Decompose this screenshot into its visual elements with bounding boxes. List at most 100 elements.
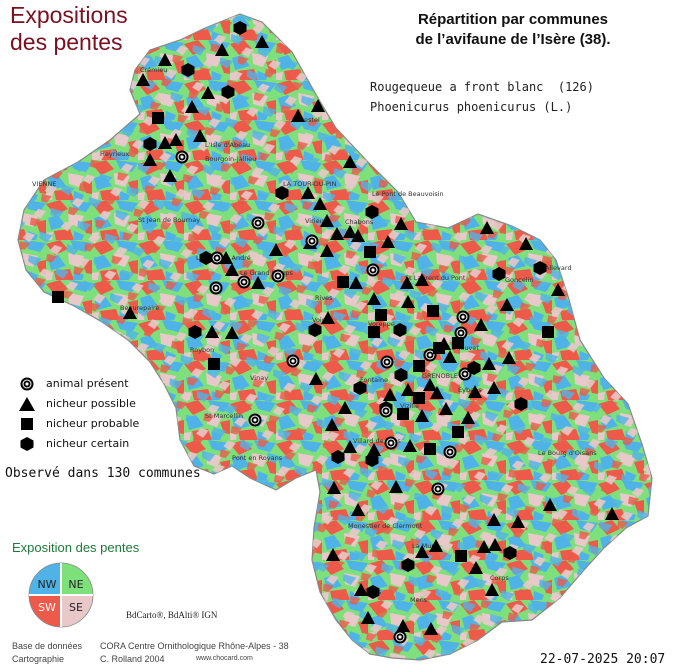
nicheur-probable-marker bbox=[542, 326, 554, 338]
compass-label-se: SE bbox=[69, 601, 83, 614]
place-label: LA TOUR-DU-PIN bbox=[283, 180, 337, 188]
nicheur-possible-marker bbox=[487, 513, 501, 526]
nicheur-possible-marker bbox=[343, 155, 357, 168]
nicheur-probable-marker bbox=[337, 276, 349, 288]
animal-present-marker bbox=[380, 355, 394, 369]
nicheur-possible-marker bbox=[269, 243, 283, 256]
animal-present-marker bbox=[393, 630, 407, 644]
nicheur-possible-marker bbox=[396, 619, 410, 632]
nicheur-possible-marker bbox=[468, 385, 482, 398]
place-label: Monestier de Clermont bbox=[348, 522, 423, 530]
legend-label: nicheur probable bbox=[46, 417, 140, 430]
nicheur-possible-marker bbox=[443, 350, 457, 363]
nicheur-possible-marker bbox=[482, 357, 496, 370]
legend-label: nicheur certain bbox=[46, 437, 130, 450]
place-label: Virieu bbox=[305, 217, 324, 225]
place-label: St Jean de Bournay bbox=[138, 216, 200, 224]
nicheur-probable-marker bbox=[455, 550, 467, 562]
nicheur-probable-marker bbox=[52, 291, 64, 303]
nicheur-possible-marker bbox=[439, 402, 453, 415]
carto-label: Cartographie bbox=[12, 654, 65, 664]
nicheur-possible-marker bbox=[485, 583, 499, 596]
slope-compass-rose: NW NE SW SE bbox=[28, 562, 94, 628]
nicheur-certain-marker bbox=[233, 21, 247, 35]
nicheur-possible-marker bbox=[201, 86, 215, 99]
nicheur-possible-marker bbox=[423, 378, 437, 391]
nicheur-possible-marker bbox=[469, 561, 483, 574]
generation-date: 22-07-2025 20:07 bbox=[540, 652, 666, 667]
animal-present-marker bbox=[456, 310, 470, 324]
nicheur-possible-marker bbox=[330, 227, 344, 240]
place-label: Voreppe bbox=[368, 320, 395, 328]
nicheur-certain-marker bbox=[467, 361, 481, 375]
nicheur-possible-marker bbox=[215, 43, 229, 56]
place-label: Villard de Lans bbox=[353, 437, 401, 445]
db-label: Base de données bbox=[12, 641, 83, 651]
compass-label-sw: SW bbox=[38, 601, 56, 614]
nicheur-possible-marker bbox=[519, 237, 533, 250]
place-label: Corps bbox=[490, 574, 509, 582]
website-link[interactable]: www.chocard.com bbox=[196, 655, 253, 662]
nicheur-certain-marker bbox=[394, 368, 408, 382]
nicheur-possible-marker bbox=[415, 409, 429, 422]
animal-present-marker bbox=[286, 354, 300, 368]
nicheur-possible-marker bbox=[415, 545, 429, 558]
nicheur-certain-marker bbox=[353, 381, 367, 395]
place-label: Bourgoin-Jallieu bbox=[205, 155, 256, 163]
nicheur-probable-marker bbox=[397, 408, 409, 420]
nicheur-certain-marker bbox=[181, 63, 195, 77]
nicheur-possible-marker bbox=[500, 298, 514, 311]
compass-sw bbox=[29, 595, 61, 627]
nicheur-possible-marker bbox=[400, 276, 414, 289]
species-common-name: Rougequeue a front blanc (126) bbox=[370, 80, 594, 94]
species-latin-name: Phoenicurus phoenicurus (L.) bbox=[370, 100, 573, 114]
place-label: St Marcellin bbox=[205, 412, 243, 420]
nicheur-possible-marker bbox=[320, 244, 334, 257]
nicheur-certain-marker bbox=[331, 450, 345, 464]
place-label: Chabons bbox=[345, 218, 374, 226]
copyright-notice: BdCarto®, BdAlti® IGN bbox=[126, 610, 218, 620]
nicheur-possible-marker bbox=[349, 276, 363, 289]
nicheur-possible-marker bbox=[301, 186, 315, 199]
place-label: St Laurent du Pont bbox=[405, 274, 466, 282]
map-title: Expositions des pentes bbox=[10, 2, 128, 55]
nicheur-certain-marker bbox=[188, 325, 202, 339]
nicheur-possible-marker bbox=[338, 401, 352, 414]
nicheur-possible-marker bbox=[351, 503, 365, 516]
place-label: GRENOBLE bbox=[422, 372, 458, 380]
nicheur-possible-marker bbox=[143, 153, 157, 166]
nicheur-possible-marker bbox=[158, 136, 172, 149]
nicheur-possible-marker bbox=[551, 283, 565, 296]
animal-present-marker bbox=[210, 251, 224, 265]
place-label: Fontaine bbox=[360, 376, 388, 384]
nicheur-possible-marker bbox=[367, 292, 381, 305]
nicheur-possible-marker bbox=[351, 229, 365, 242]
nicheur-possible-marker bbox=[169, 133, 183, 146]
place-label: L'Isle d'Abeau bbox=[205, 141, 250, 149]
nicheur-possible-marker bbox=[311, 99, 325, 112]
nicheur-possible-marker bbox=[401, 295, 415, 308]
nicheur-certain-marker bbox=[365, 453, 379, 467]
square-icon bbox=[21, 418, 33, 430]
nicheur-possible-marker bbox=[367, 443, 381, 456]
nicheur-probable-marker bbox=[452, 337, 464, 349]
nicheur-probable-marker bbox=[452, 426, 464, 438]
place-label: Pont en Royans bbox=[232, 454, 283, 462]
animal-present-marker bbox=[384, 436, 398, 450]
nicheur-possible-marker bbox=[401, 383, 415, 396]
place-label: Mens bbox=[410, 596, 428, 604]
nicheur-possible-marker bbox=[477, 540, 491, 553]
nicheur-possible-marker bbox=[291, 109, 305, 122]
nicheur-certain-marker bbox=[514, 397, 528, 411]
carto-value: C. Rolland 2004 bbox=[100, 654, 165, 664]
nicheur-possible-marker bbox=[205, 325, 219, 338]
nicheur-probable-marker bbox=[208, 358, 220, 370]
nicheur-possible-marker bbox=[326, 548, 340, 561]
place-label: Crémieu bbox=[140, 66, 167, 74]
compass-ne bbox=[61, 563, 93, 595]
legend-label: nicheur possible bbox=[46, 397, 136, 410]
animal-present-marker bbox=[379, 404, 393, 418]
legend-label: animal présent bbox=[46, 377, 129, 390]
nicheur-possible-marker bbox=[123, 306, 137, 319]
compass-label-nw: NW bbox=[37, 578, 56, 591]
